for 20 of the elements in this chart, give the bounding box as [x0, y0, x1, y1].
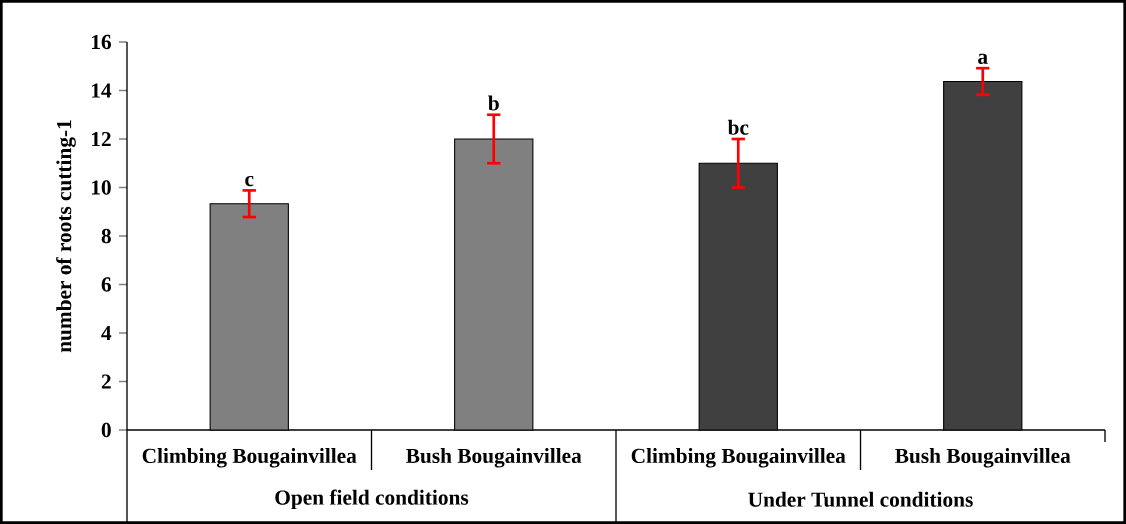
- text: Open field conditions: [275, 489, 469, 510]
- y-tick-label: 14: [92, 83, 112, 98]
- y-axis-title: number of roots cutting-1: [56, 120, 76, 353]
- y-tick-label: 0: [101, 422, 111, 438]
- y-tick-label: 10: [92, 180, 111, 195]
- y-tick-label: 12: [92, 131, 111, 147]
- y-tick-label: 2: [101, 374, 111, 389]
- x-tick-label: Bush Bougainvillea: [895, 448, 1071, 468]
- y-tick-label: 6: [101, 277, 111, 292]
- data-label: bc: [727, 119, 749, 135]
- data-label: b: [488, 95, 499, 111]
- text: Under Tunnel conditions: [748, 491, 973, 507]
- x-tick-label: Climbing Bougainvillea: [631, 448, 846, 468]
- x-tick-label: Climbing Bougainvillea: [142, 448, 357, 468]
- y-tick-label: 16: [92, 34, 111, 50]
- x-tick-label: Bush Bougainvillea: [406, 448, 582, 468]
- y-tick-label: 8: [101, 228, 111, 244]
- y-tick-label: 4: [101, 325, 112, 341]
- data-label: c: [245, 175, 254, 187]
- data-label: a: [978, 53, 988, 64]
